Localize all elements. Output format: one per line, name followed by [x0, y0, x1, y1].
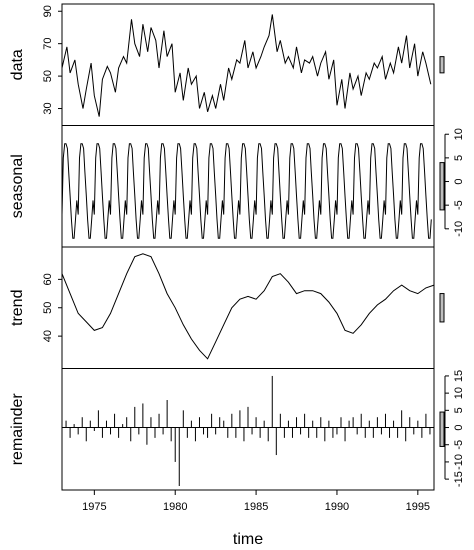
- panel-data: 30 50 70 90 data: [9, 3, 445, 126]
- x-tick-label: 1990: [325, 501, 349, 513]
- scale-bar-seasonal: [439, 162, 445, 211]
- x-axis: 1975 1980 1985 1990 1995: [82, 490, 430, 513]
- series-line-data: [61, 14, 432, 117]
- y-tick-label: 30: [42, 102, 54, 114]
- y-tick-label: -15: [453, 471, 465, 487]
- x-tick-label: 1985: [244, 501, 268, 513]
- y-tick-label: 10: [453, 387, 465, 399]
- y-tick-label: 5: [453, 407, 465, 413]
- panel-seasonal: -10 -5 0 5 10 seasonal: [9, 125, 465, 248]
- y-tick-label: 0: [453, 178, 465, 184]
- panel-frame-trend: [61, 246, 435, 369]
- scale-bar-trend: [439, 293, 445, 323]
- y-tick-label: 5: [453, 155, 465, 161]
- y-tick-label: 15: [453, 370, 465, 382]
- x-tick-label: 1975: [82, 501, 106, 513]
- panel-label-remainder: remainder: [9, 393, 26, 466]
- y-tick-label: 70: [42, 38, 54, 50]
- panel-label-seasonal: seasonal: [9, 154, 26, 218]
- panel-label-data: data: [9, 49, 26, 80]
- y-tick-label: -5: [453, 200, 465, 210]
- panel-trend: 40 50 60 trend: [9, 246, 445, 369]
- y-tick-label: 60: [42, 273, 54, 285]
- panel-remainder: -15-10 -5 0 5 10 15 remainder: [9, 368, 465, 491]
- y-tick-label: -10: [453, 221, 465, 237]
- panels-group: 30507090data-10-50510seasonal405060trend…: [9, 3, 465, 491]
- y-tick-label: 50: [42, 70, 54, 82]
- y-tick-label: -5: [453, 440, 465, 450]
- y-tick-label: -10: [453, 454, 465, 470]
- y-tick-label: 50: [42, 302, 54, 314]
- x-axis-title: time: [233, 531, 263, 548]
- panel-label-trend: trend: [9, 290, 26, 326]
- y-tick-label: 90: [42, 5, 54, 17]
- y-tick-label: 40: [42, 330, 54, 342]
- panel-frame-remainder: [61, 368, 435, 491]
- scale-bar-data: [439, 56, 445, 74]
- x-tick-label: 1980: [163, 501, 187, 513]
- x-tick-label: 1995: [406, 501, 430, 513]
- y-tick-label: 10: [453, 128, 465, 140]
- y-tick-label: 0: [453, 424, 465, 430]
- scale-bar-remainder: [439, 411, 445, 447]
- series-line-seasonal: [61, 143, 432, 239]
- series-line-trend: [61, 253, 435, 360]
